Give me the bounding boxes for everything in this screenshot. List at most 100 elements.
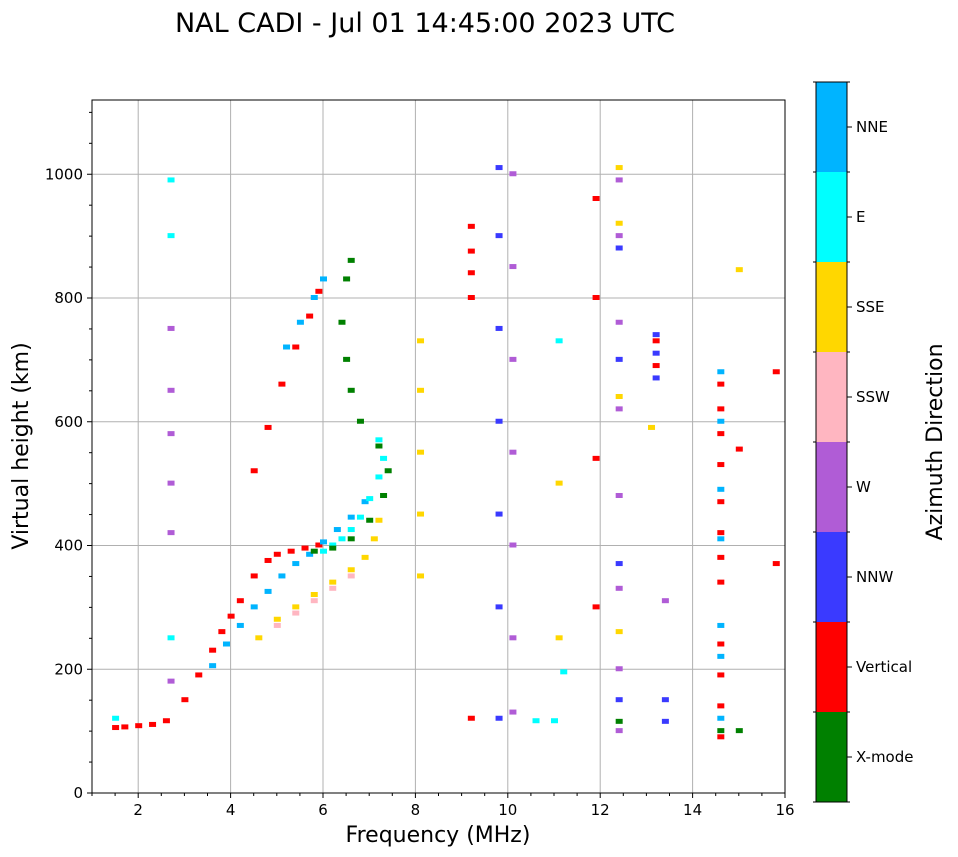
data-point <box>615 585 623 591</box>
data-point <box>167 530 175 536</box>
data-point <box>236 598 244 604</box>
data-point <box>735 728 743 734</box>
data-point <box>652 350 660 356</box>
x-tick-label: 8 <box>411 801 421 819</box>
data-point <box>509 171 517 177</box>
data-point <box>167 431 175 437</box>
data-point <box>467 248 475 254</box>
data-point <box>250 573 258 579</box>
trace-w <box>167 325 175 684</box>
data-point <box>112 725 120 731</box>
colorbar-segment <box>816 172 847 262</box>
data-point <box>467 715 475 721</box>
data-point <box>255 635 263 641</box>
data-point <box>375 443 383 449</box>
data-point <box>661 697 669 703</box>
data-point <box>338 536 346 542</box>
data-point <box>717 431 725 437</box>
colorbar-segment <box>816 712 847 802</box>
data-point <box>735 267 743 273</box>
data-point <box>509 635 517 641</box>
data-point <box>380 493 388 498</box>
data-point <box>315 542 323 548</box>
data-point <box>615 728 623 734</box>
data-point <box>615 165 623 171</box>
trace-e <box>112 177 175 721</box>
data-point <box>467 295 475 300</box>
colorbar-tick-label: SSE <box>856 298 885 316</box>
data-point <box>592 196 600 201</box>
data-point <box>615 406 623 412</box>
data-point <box>717 734 725 740</box>
x-tick-label: 16 <box>775 801 794 819</box>
data-point <box>551 718 558 724</box>
data-point <box>661 598 669 604</box>
trace-w <box>509 171 517 715</box>
data-point <box>292 610 300 616</box>
data-point <box>417 387 425 393</box>
data-point <box>615 629 623 635</box>
data-point <box>555 338 563 344</box>
colorbar-segment <box>816 622 847 712</box>
data-point <box>717 672 725 678</box>
data-point <box>615 233 623 239</box>
colorbar-segment <box>816 262 847 352</box>
data-point <box>495 418 503 424</box>
data-point <box>615 561 623 567</box>
colorbar-segment <box>816 82 847 172</box>
data-point <box>292 561 300 567</box>
data-point <box>329 542 337 548</box>
colorbar-tick-label: W <box>856 478 871 496</box>
data-point <box>347 573 355 579</box>
trace-nnw <box>615 245 669 724</box>
data-point <box>735 446 743 452</box>
data-point <box>615 177 623 183</box>
data-point <box>338 319 346 325</box>
data-point <box>467 223 475 229</box>
trace-nnw <box>495 165 503 721</box>
data-point <box>347 567 355 573</box>
data-point <box>250 468 258 474</box>
data-point <box>717 554 725 560</box>
y-tick-label: 600 <box>54 413 83 431</box>
x-tick-label: 10 <box>498 801 517 819</box>
data-point <box>366 517 374 523</box>
data-point <box>310 295 318 300</box>
trace-vertical <box>467 196 600 721</box>
data-point <box>772 369 780 375</box>
data-point <box>509 264 517 270</box>
data-point <box>592 295 600 300</box>
data-point <box>236 622 244 628</box>
data-point <box>287 548 295 554</box>
data-point <box>347 536 355 542</box>
data-point <box>560 669 568 675</box>
data-point <box>615 718 623 724</box>
trace-nne <box>209 499 369 669</box>
data-point <box>278 381 286 387</box>
data-point <box>555 635 563 641</box>
data-point <box>333 527 341 533</box>
trace-x-mode <box>310 257 392 554</box>
data-point <box>509 449 517 455</box>
data-point <box>121 724 129 730</box>
data-point <box>347 514 355 520</box>
chart-title: NAL CADI - Jul 01 14:45:00 2023 UTC <box>175 8 675 39</box>
data-point <box>273 616 281 622</box>
colorbar-tick-label: Vertical <box>856 658 912 676</box>
data-point <box>167 480 175 486</box>
y-axis: 0 200 400 600 800 1000 <box>45 111 92 802</box>
colorbar-segment <box>816 532 847 622</box>
data-point <box>195 672 203 678</box>
data-point <box>310 598 318 604</box>
data-point <box>615 666 623 672</box>
trace-e <box>532 338 568 724</box>
data-point <box>717 381 725 387</box>
data-point <box>209 663 217 669</box>
data-point <box>356 514 364 520</box>
data-point <box>661 718 669 724</box>
data-point <box>532 718 540 724</box>
data-point <box>495 715 503 721</box>
data-point <box>167 387 175 393</box>
x-tick-label: 4 <box>226 801 236 819</box>
